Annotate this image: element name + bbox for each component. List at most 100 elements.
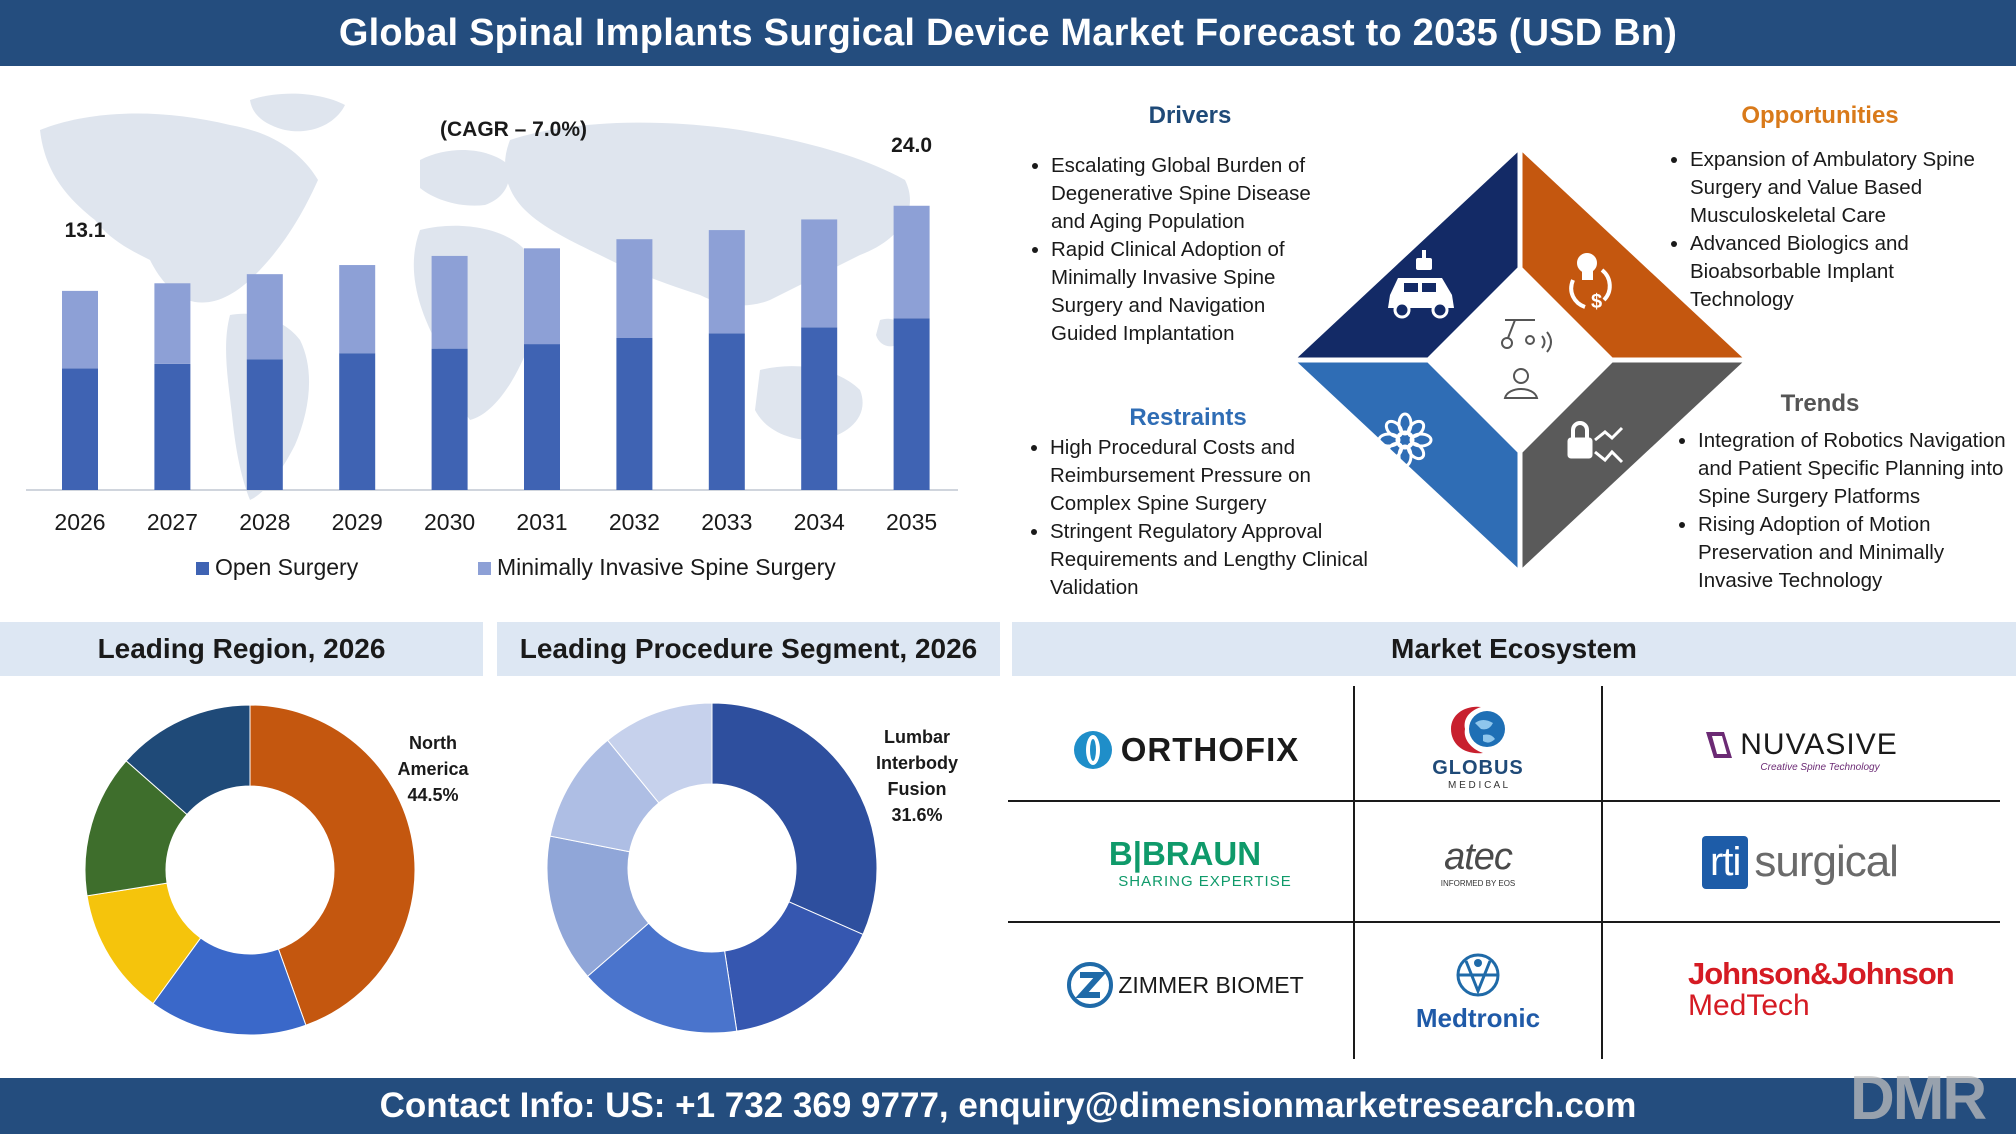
cagr-label: (CAGR – 7.0%): [440, 118, 588, 141]
atec-tagline: INFORMED BY EOS: [1440, 879, 1516, 888]
restraints-item: Stringent Regulatory Approval Requiremen…: [1050, 518, 1392, 602]
ecosystem-divider: [1601, 686, 1603, 1059]
bar-open-surgery-2026: [62, 368, 98, 490]
procedure-callout-line: Interbody: [875, 753, 958, 773]
legend-label: Open Surgery: [215, 554, 359, 580]
orthofix-icon: [1073, 731, 1112, 769]
ecosystem-section-header: Market Ecosystem: [1012, 622, 2016, 676]
bar-open-surgery-2035: [893, 318, 930, 490]
legend-swatch: [478, 562, 491, 575]
restraints-title: Restraints: [1129, 404, 1247, 431]
medtronic-icon: [1456, 953, 1500, 997]
nuvasive-icon: [1706, 731, 1733, 758]
dmr-watermark: DMR: [1850, 1064, 1987, 1133]
x-tick-label: 2032: [609, 509, 660, 535]
globus-logo: GLOBUS M E D I C A L: [1360, 690, 1596, 802]
opportunities-quadrant: [1520, 150, 1745, 360]
lightbulb-money-icon: $: [1569, 253, 1612, 313]
page-title: Global Spinal Implants Surgical Device M…: [338, 11, 1678, 54]
orthofix-logo: ORTHOFIX: [1030, 700, 1340, 800]
x-tick-label: 2034: [794, 509, 845, 535]
opportunities-item: Advanced Biologics and Bioabsorbable Imp…: [1690, 230, 2002, 314]
x-tick-label: 2029: [332, 509, 383, 535]
bar-open-surgery-2028: [246, 359, 283, 490]
donut-slice-lumbar-interbody-fusion: [711, 702, 878, 936]
x-tick-label: 2033: [701, 509, 752, 535]
region-callout: North America 44.5%: [383, 730, 483, 808]
drivers-quadrant: [1295, 150, 1520, 360]
restraints-list: High Procedural Costs and Reimbursement …: [1022, 434, 1392, 602]
center-diamond: [1425, 265, 1615, 455]
region-section-header: Leading Region, 2026: [0, 622, 483, 676]
orthofix-name: ORTHOFIX: [1120, 731, 1300, 768]
bar-open-surgery-2033: [708, 333, 745, 490]
opportunities-title: Opportunities: [1741, 102, 1899, 129]
drivers-title: Drivers: [1148, 102, 1232, 129]
bar-minimally-invasive-2033: [708, 230, 745, 334]
x-tick-label: 2028: [239, 509, 290, 535]
bar-minimally-invasive-2035: [893, 205, 930, 319]
bar-minimally-invasive-2026: [62, 290, 98, 369]
bar-open-surgery-2030: [431, 348, 468, 490]
globe-icon: [1451, 706, 1505, 754]
atec-name: atec: [1444, 836, 1513, 878]
globus-name: GLOBUS: [1432, 757, 1524, 779]
bar-minimally-invasive-2030: [431, 255, 468, 349]
jnj-medtech-logo: Johnson&Johnson MedTech: [1620, 950, 1980, 1030]
data-label: 24.0: [891, 134, 932, 157]
bar-open-surgery-2034: [801, 327, 838, 490]
medtronic-name: Medtronic: [1415, 1003, 1541, 1033]
drivers-item: Rapid Clinical Adoption of Minimally Inv…: [1051, 236, 1323, 348]
region-callout-line: North: [409, 733, 457, 753]
procedure-callout: Lumbar Interbody Fusion 31.6%: [867, 724, 967, 828]
bar-open-surgery-2032: [616, 338, 653, 490]
opportunities-item: Expansion of Ambulatory Spine Surgery an…: [1690, 146, 2002, 230]
zimmer-icon: [1067, 962, 1114, 1008]
nuvasive-name: NUVASIVE: [1740, 727, 1898, 761]
market-dynamics-diamond: $: [1295, 150, 1745, 570]
procedure-callout-line: Lumbar: [883, 727, 950, 747]
bbraun-name: B|BRAUN: [1108, 834, 1262, 872]
region-donut-chart: [84, 704, 416, 1036]
bar-minimally-invasive-2028: [246, 274, 283, 360]
bar-minimally-invasive-2031: [524, 248, 560, 345]
title-bar: Global Spinal Implants Surgical Device M…: [0, 0, 2016, 66]
rti-surgical-logo: rti surgical: [1610, 812, 1990, 912]
procedure-section-header: Leading Procedure Segment, 2026: [497, 622, 1000, 676]
opportunities-list: Expansion of Ambulatory Spine Surgery an…: [1662, 146, 2002, 314]
ecosystem-divider: [1353, 686, 1355, 1059]
data-label: 13.1: [65, 219, 106, 242]
trends-item: Integration of Robotics Navigation and P…: [1698, 427, 2010, 511]
bar-open-surgery-2031: [524, 344, 560, 490]
bbraun-logo: B|BRAUN SHARING EXPERTISE: [1030, 812, 1340, 912]
ecosystem-divider: [1008, 800, 2000, 802]
car-robot-icon: [1388, 250, 1454, 319]
procedure-callout-line: Fusion: [887, 779, 947, 799]
medtronic-logo: Medtronic: [1360, 935, 1596, 1050]
atec-logo: atec INFORMED BY EOS: [1360, 812, 1596, 912]
donut-slice-north-america: [249, 704, 416, 1026]
lock-arrows-icon: [1567, 421, 1624, 464]
procedure-donut-chart: [546, 702, 878, 1034]
trends-quadrant: [1520, 360, 1745, 570]
drivers-list: Escalating Global Burden of Degenerative…: [1023, 152, 1323, 348]
contact-bar: Contact Info: US: +1 732 369 9777, enqui…: [0, 1078, 2016, 1134]
procedure-callout-value: 31.6%: [891, 805, 943, 825]
gear-flower-icon: [1377, 412, 1433, 468]
bbraun-tagline: SHARING EXPERTISE: [1118, 872, 1292, 890]
legend-label: Minimally Invasive Spine Surgery: [497, 554, 836, 580]
nuvasive-tagline: Creative Spine Technology: [1760, 761, 1880, 773]
trends-title: Trends: [1780, 390, 1860, 417]
bar-minimally-invasive-2032: [616, 239, 653, 338]
x-tick-label: 2035: [886, 509, 937, 535]
donut-slice-1: [152, 937, 307, 1036]
doctor-xray-icon: [1501, 319, 1552, 399]
region-callout-line: America: [397, 759, 469, 779]
rti-name: surgical: [1754, 837, 1899, 886]
jnj-line1: Johnson&Johnson: [1688, 956, 1955, 991]
nuvasive-logo: NUVASIVE Creative Spine Technology: [1610, 700, 1990, 800]
bar-open-surgery-2029: [339, 353, 376, 490]
bar-minimally-invasive-2034: [801, 219, 838, 328]
donut-slice-4: [125, 704, 251, 816]
legend-swatch: [196, 562, 209, 575]
